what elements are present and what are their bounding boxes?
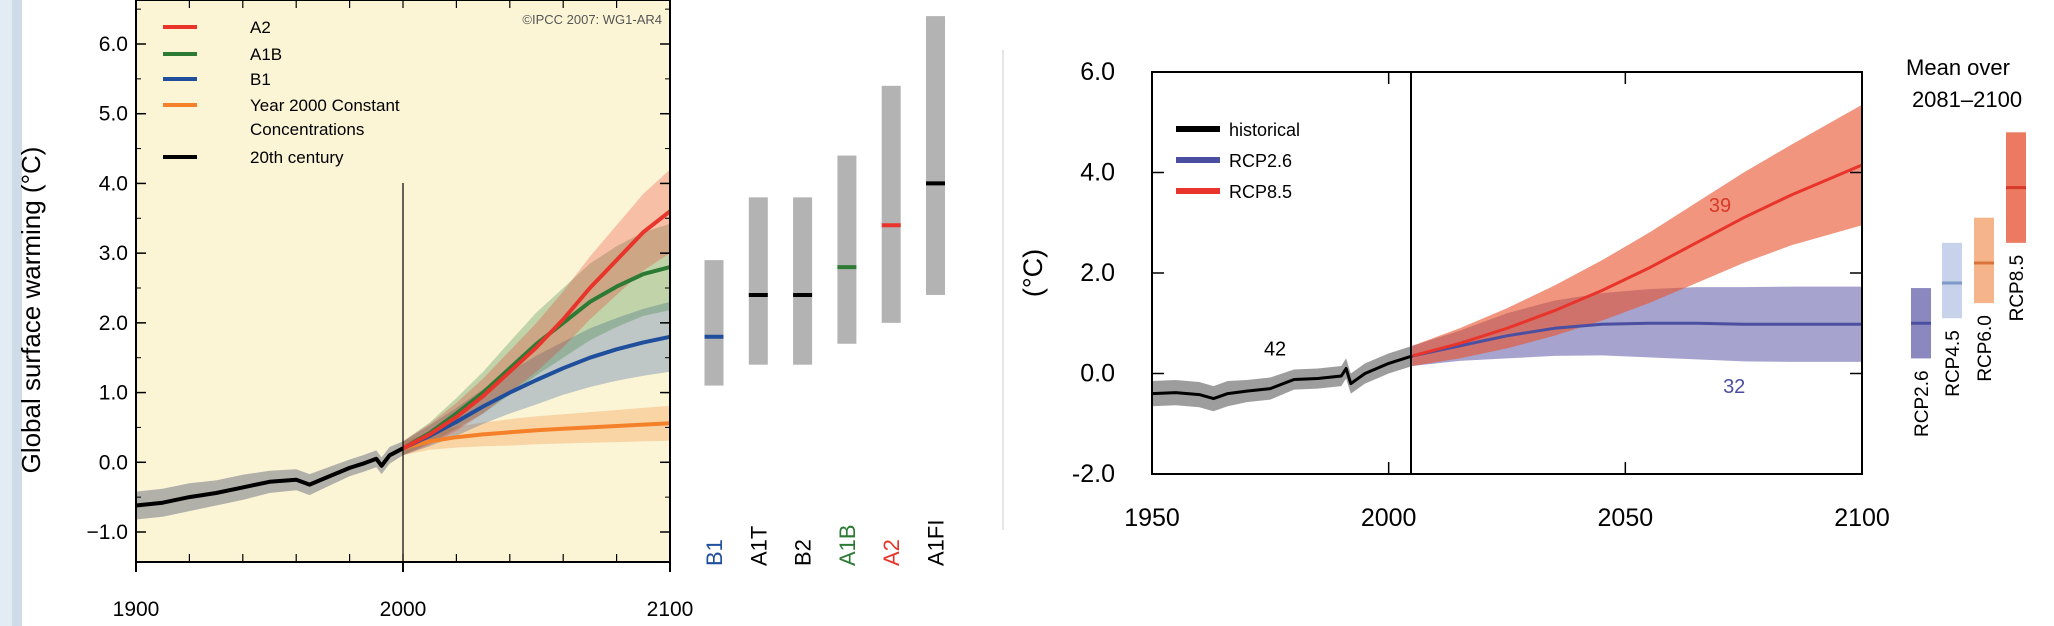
ar5-model-count-label: 39: [1709, 195, 1731, 217]
ar4-scenario-label: A2: [879, 539, 904, 566]
ar5-band-historical: [1152, 345, 1413, 412]
ar4-line-a1b: [402, 265, 671, 451]
ar5-line-rcp8-5: [1411, 163, 1863, 358]
ar5-line-rcp2-6: [1411, 321, 1862, 358]
ar4-line-20th-century: [135, 446, 404, 508]
ar5-model-count-label: 32: [1723, 376, 1745, 398]
ar4-y-tick-label: 5.0: [99, 103, 128, 126]
ar4-line-year-2000-constant-concentrations: [402, 421, 671, 451]
ar4-scenario-label: A1FI: [924, 520, 949, 566]
ar5-mean-bars: Mean over 2081–2100 RCP2.6 RCP4.5 RCP6.0 RC…: [1906, 55, 2028, 437]
ar4-legend-label: B1: [250, 70, 271, 89]
ar5-y-tick-label: 0.0: [1080, 360, 1115, 388]
ar5-legend-label: RCP2.6: [1229, 151, 1292, 171]
ar4-legend-label: 20th century: [250, 148, 344, 167]
ar4-range-bar-a1t: [748, 197, 768, 365]
ar4-x-tick-label: 1900: [113, 598, 160, 621]
ar4-scenario-label: B2: [791, 539, 816, 566]
ar5-model-count-label: 42: [1264, 338, 1286, 360]
ar4-band-a2: [403, 169, 670, 456]
ar5-rcp-label: RCP2.6: [1912, 370, 1933, 437]
ar4-credit: ©IPCC 2007: WG1-AR4: [522, 12, 662, 27]
ar5-band-rcp2-6: [1412, 286, 1862, 366]
ar5-rcp-label: RCP6.0: [1975, 315, 1996, 382]
ar5-projection-chart: -2.0 0.0 2.0 4.0 6.0 1950 2000 2050 2100 (°C) h…: [1018, 58, 1890, 532]
ar5-y-tick-label: 2.0: [1080, 259, 1115, 287]
ar5-legend-label: historical: [1229, 120, 1300, 140]
ar4-y-tick-label: 4.0: [99, 172, 128, 195]
ar4-y-tick-label: 1.0: [99, 382, 128, 405]
ar5-x-tick-label: 2000: [1361, 504, 1417, 532]
ar5-bars-title-line2: 2081–2100: [1912, 87, 2022, 112]
slide-edge-decoration-light: [0, 0, 12, 626]
ar5-range-bar-rcp45: [1942, 242, 1962, 319]
ar4-range-bar-a2: [881, 85, 901, 323]
ar5-legend-label: RCP8.5: [1229, 182, 1292, 202]
ar5-rcp-label: RCP8.5: [2007, 255, 2028, 322]
ar5-x-tick-label: 2100: [1834, 504, 1890, 532]
ar4-warming-chart: −1.0 0.0 1.0 2.0 3.0 4.0 5.0 6.0 1900 2000 2100 ©…: [16, 0, 693, 621]
ar4-legend-label: Year 2000 Constant: [250, 96, 400, 115]
ar5-y-tick-label: 6.0: [1080, 58, 1115, 86]
ar4-range-bar-a1fi: [926, 16, 945, 295]
ar4-x-tick-label: 2100: [647, 598, 694, 621]
ar4-scenario-label: A1B: [835, 524, 860, 566]
ar4-legend: A2 A1B B1 Year 2000 Constant Concentrati…: [163, 18, 400, 167]
ar4-legend-label: Concentrations: [250, 120, 364, 139]
ar4-line-a2: [402, 209, 672, 451]
ar5-range-bar-rcp60: [1974, 217, 1994, 304]
ar5-band-rcp8-5: [1412, 104, 1862, 366]
ar4-likely-range-bars: B1 A1T B2 A1B A2 A1FI: [702, 16, 949, 566]
ar5-y-axis-label: (°C): [1018, 249, 1048, 297]
ar4-y-tick-label: 3.0: [99, 242, 128, 265]
ar4-range-bar-b2: [793, 197, 813, 365]
ar5-line-historical: [1151, 354, 1413, 401]
ar4-line-b1: [402, 334, 671, 451]
ar5-bars-title-line1: Mean over: [1906, 55, 2010, 80]
ar4-y-tick-label: 6.0: [99, 33, 128, 56]
ar4-y-tick-label: 2.0: [99, 312, 128, 335]
ar5-y-tick-label: 4.0: [1080, 159, 1115, 187]
ar4-range-bar-a1b: [837, 155, 857, 344]
ar4-scenario-label: B1: [702, 539, 727, 566]
ar5-y-tick-label: -2.0: [1072, 460, 1115, 488]
ar5-x-tick-label: 1950: [1124, 504, 1180, 532]
ar5-legend: historical RCP2.6 RCP8.5: [1176, 120, 1300, 202]
ar4-y-tick-label: −1.0: [87, 521, 128, 544]
ar4-band-a1b: [403, 223, 670, 456]
ar4-y-tick-label: 0.0: [99, 451, 128, 474]
ar4-y-axis-label: Global surface warming (°C): [16, 147, 46, 474]
ar5-x-tick-label: 2050: [1598, 504, 1654, 532]
ar4-scenario-label: A1T: [746, 526, 771, 566]
ar4-legend-label: A2: [250, 18, 271, 37]
ar5-rcp-label: RCP4.5: [1943, 330, 1964, 397]
ar4-x-tick-label: 2000: [380, 598, 427, 621]
ar4-range-bar-b1: [704, 260, 724, 386]
ar4-legend-label: A1B: [250, 45, 282, 64]
